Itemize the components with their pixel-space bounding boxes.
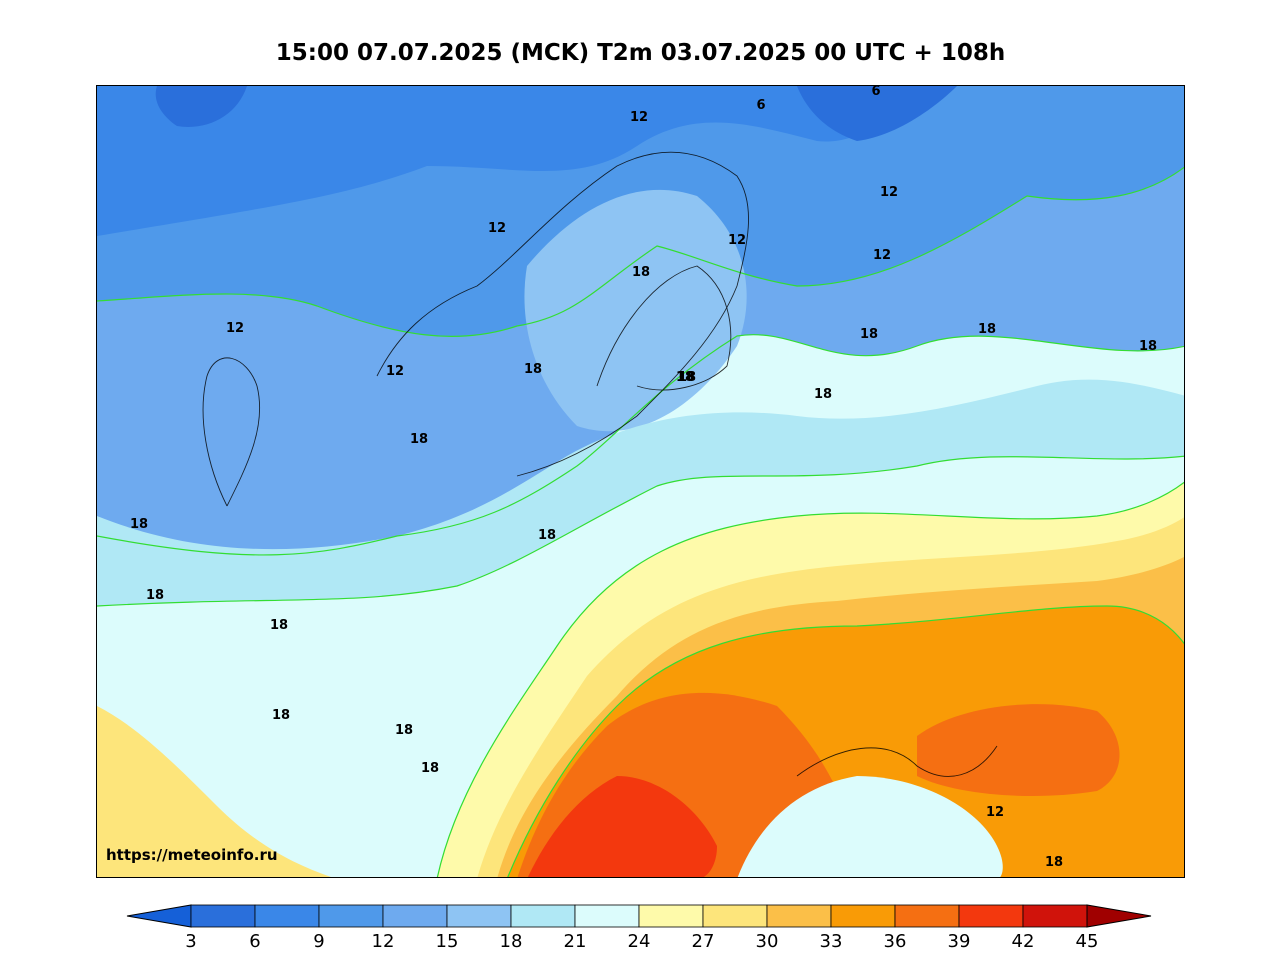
contour-label: 12 — [880, 185, 898, 200]
zone-36-east — [917, 704, 1120, 796]
colorbar-tick-label: 6 — [249, 931, 261, 952]
colorbar-tick-label: 21 — [563, 931, 587, 952]
colorbar-segment — [254, 904, 320, 928]
contour-label: 18 — [395, 723, 413, 738]
colorbar-segment — [958, 904, 1024, 928]
contour-label: 18 — [410, 432, 428, 447]
contour-label: 18 — [632, 265, 650, 280]
coastlines — [202, 151, 998, 777]
contour-label: 6 — [871, 86, 880, 99]
chart-title: 15:00 07.07.2025 (MCK) T2m 03.07.2025 00… — [275, 40, 1006, 66]
contour-label: 12 — [986, 805, 1004, 820]
colorbar-segment — [766, 904, 832, 928]
contour-label: 18 — [421, 761, 439, 776]
colorbar-segment — [190, 904, 256, 928]
contour-label: 18 — [538, 528, 556, 543]
zone-6b — [797, 86, 957, 141]
contour-label: 18 — [1045, 855, 1063, 870]
credit-text: https://meteoinfo.ru — [106, 846, 278, 864]
colorbar-segment — [382, 904, 448, 928]
contour-label: 18 — [676, 370, 694, 385]
colorbar-tick-label: 45 — [1075, 931, 1099, 952]
contour-label: 18 — [272, 708, 290, 723]
colorbar-segment — [702, 904, 768, 928]
contour-label: 12 — [630, 110, 648, 125]
black-sea — [737, 776, 1003, 877]
contour-label: 6 — [756, 98, 765, 113]
contour-label: 18 — [860, 327, 878, 342]
colorbar-under-arrow — [126, 904, 192, 928]
colorbar-segment — [638, 904, 704, 928]
zone-6 — [155, 86, 247, 127]
colorbar-tick-label: 3 — [185, 931, 197, 952]
colorbar-segment — [574, 904, 640, 928]
colorbar-tick-label: 12 — [371, 931, 395, 952]
contour-label: 18 — [524, 362, 542, 377]
zone-18 — [97, 379, 1184, 606]
scandinavia-15 — [524, 189, 747, 432]
colorbar-segment — [510, 904, 576, 928]
colorbar-segment — [830, 904, 896, 928]
zone-9 — [97, 86, 917, 236]
contour-label: 18 — [270, 618, 288, 633]
colorbar-over-arrow — [1086, 904, 1152, 928]
map-canvas: 6 6 12 12 12 12 12 12 12 18 18 18 18 18 18 18 18 18 18 18 18… — [97, 86, 1184, 877]
contour-label: 18 — [978, 322, 996, 337]
contour-label: 12 — [873, 248, 891, 263]
contour-label: 12 — [728, 233, 746, 248]
colorbar-tick-label: 27 — [691, 931, 715, 952]
colorbar-tick-label: 36 — [883, 931, 907, 952]
contour-label: 12 — [226, 321, 244, 336]
contour-label: 18 — [1139, 339, 1157, 354]
contour-label: 18 — [130, 517, 148, 532]
colorbar-tick-label: 33 — [819, 931, 843, 952]
contour-label: 18 — [678, 370, 696, 385]
contour-label: 12 — [386, 364, 404, 379]
south-west-warm — [97, 706, 332, 877]
colorbar-segment — [1022, 904, 1088, 928]
temperature-map: 6 6 12 12 12 12 12 12 12 18 18 18 18 18 18 18 18 18 18 18 18… — [96, 85, 1185, 878]
colorbar-tick-label: 9 — [313, 931, 325, 952]
colorbar-tick-label: 24 — [627, 931, 651, 952]
contours — [97, 166, 1184, 877]
colorbar-tick-label: 42 — [1011, 931, 1035, 952]
colorbar-tick-label: 18 — [499, 931, 523, 952]
colorbar-segment — [894, 904, 960, 928]
contour-label: 12 — [488, 221, 506, 236]
colorbar-segment — [446, 904, 512, 928]
contour-label: 18 — [146, 588, 164, 603]
colorbar-tick-label: 15 — [435, 931, 459, 952]
colorbar — [126, 904, 1152, 928]
colorbar-segment — [318, 904, 384, 928]
colorbar-tick-label: 39 — [947, 931, 971, 952]
zone-39 — [527, 776, 717, 877]
contour-label: 18 — [814, 387, 832, 402]
colorbar-tick-label: 30 — [755, 931, 779, 952]
